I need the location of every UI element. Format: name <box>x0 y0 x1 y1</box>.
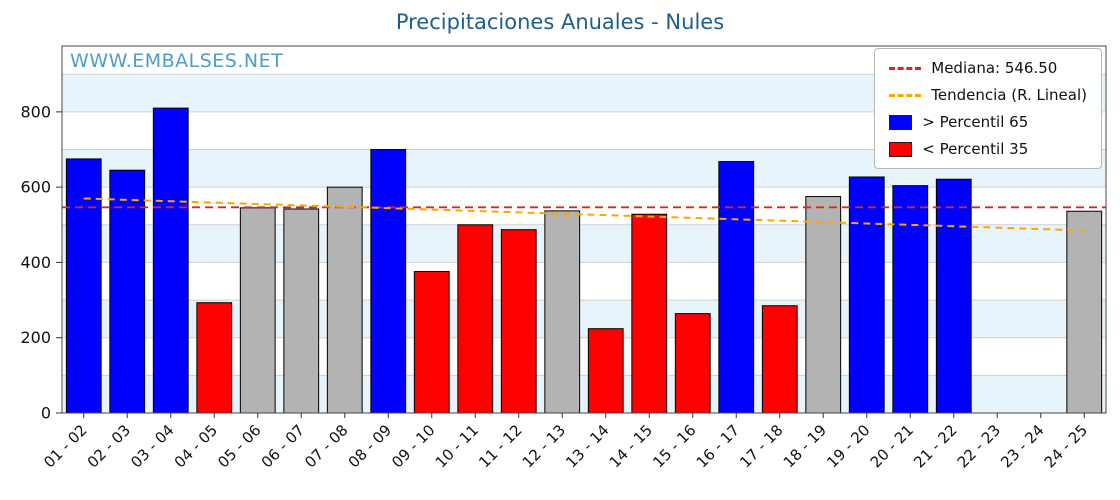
x-tick-label: 24 - 25 <box>1041 421 1091 471</box>
legend-label-tendencia: Tendencia (R. Lineal) <box>931 86 1087 104</box>
legend: Mediana: 546.50 Tendencia (R. Lineal) > … <box>874 48 1102 169</box>
x-tick-label: 08 - 09 <box>345 421 395 471</box>
bar-01-02 <box>65 158 102 414</box>
x-tick-label: 18 - 19 <box>780 421 830 471</box>
legend-label-percentil-35: < Percentil 35 <box>922 140 1029 158</box>
legend-label-mediana: Mediana: 546.50 <box>931 59 1058 77</box>
plot-band <box>62 224 1106 263</box>
chart-container: 0 200 400 600 800 01 - 02 02 - 03 03 - 04 04 - 0… <box>0 38 1120 496</box>
y-tick-label: 0 <box>41 404 51 423</box>
bar-06-07 <box>283 208 320 414</box>
bar-02-03 <box>109 169 146 414</box>
legend-item-percentil-35: < Percentil 35 <box>889 140 1087 158</box>
x-tick-label: 19 - 20 <box>823 421 873 471</box>
chart-title: Precipitaciones Anuales - Nules <box>395 10 725 34</box>
legend-label-percentil-65: > Percentil 65 <box>922 113 1029 131</box>
legend-item-percentil-65: > Percentil 65 <box>889 113 1087 131</box>
x-tick-label: 23 - 24 <box>997 421 1047 471</box>
median-line-swatch <box>889 66 922 70</box>
x-tick-label: 17 - 18 <box>736 421 786 471</box>
bar-20-21 <box>892 185 929 414</box>
x-tick-label: 06 - 07 <box>258 421 308 471</box>
bar-18-19 <box>805 196 842 414</box>
trend-line <box>83 197 1085 232</box>
bar-03-04 <box>152 107 189 414</box>
legend-item-mediana: Mediana: 546.50 <box>889 59 1087 77</box>
x-tick-label: 20 - 21 <box>867 421 917 471</box>
x-tick-label: 07 - 08 <box>301 421 351 471</box>
plot-band <box>62 300 1106 338</box>
x-tick-label: 04 - 05 <box>171 421 221 471</box>
y-tick-label: 200 <box>20 328 51 347</box>
x-tick-label: 14 - 15 <box>606 421 656 471</box>
x-tick-label: 16 - 17 <box>693 421 743 471</box>
percentil-35-swatch <box>889 141 913 157</box>
bar-07-08 <box>326 186 363 414</box>
x-tick-label: 11 - 12 <box>475 421 525 471</box>
bar-10-11 <box>457 224 494 414</box>
x-tick-label: 03 - 04 <box>127 421 177 471</box>
x-tick-label: 01 - 02 <box>40 421 90 471</box>
x-tick-label: 22 - 23 <box>954 421 1004 471</box>
bar-05-06 <box>239 207 276 414</box>
bar-24-25 <box>1066 210 1103 414</box>
bar-08-09 <box>370 149 407 414</box>
plot-band <box>62 262 1106 301</box>
trend-line-swatch <box>889 93 922 97</box>
bar-16-17 <box>718 161 755 414</box>
x-tick-label: 13 - 14 <box>562 421 612 471</box>
legend-item-tendencia: Tendencia (R. Lineal) <box>889 86 1087 104</box>
y-tick-label: 400 <box>20 253 51 272</box>
x-tick-label: 09 - 10 <box>388 421 438 471</box>
plot-band <box>62 187 1106 225</box>
bar-11-12 <box>500 229 537 414</box>
x-tick-label: 15 - 16 <box>649 421 699 471</box>
plot-band <box>62 337 1106 376</box>
x-tick-label: 02 - 03 <box>84 421 134 471</box>
bar-19-20 <box>848 176 885 414</box>
bar-14-15 <box>631 213 668 414</box>
plot-band <box>62 375 1106 413</box>
bar-13-14 <box>587 328 624 414</box>
percentil-65-swatch <box>889 114 913 130</box>
x-tick-label: 10 - 11 <box>432 421 482 471</box>
bar-21-22 <box>935 178 972 414</box>
y-tick-label: 800 <box>20 102 51 121</box>
x-tick-label: 21 - 22 <box>910 421 960 471</box>
bar-04-05 <box>196 302 233 414</box>
x-tick-label: 05 - 06 <box>214 421 264 471</box>
bar-15-16 <box>674 313 711 414</box>
y-tick-label: 600 <box>20 178 51 197</box>
bar-09-10 <box>413 270 450 414</box>
bar-12-13 <box>544 210 581 414</box>
plot-frame <box>61 45 1107 414</box>
bar-17-18 <box>761 305 798 414</box>
x-tick-label: 12 - 13 <box>519 421 569 471</box>
